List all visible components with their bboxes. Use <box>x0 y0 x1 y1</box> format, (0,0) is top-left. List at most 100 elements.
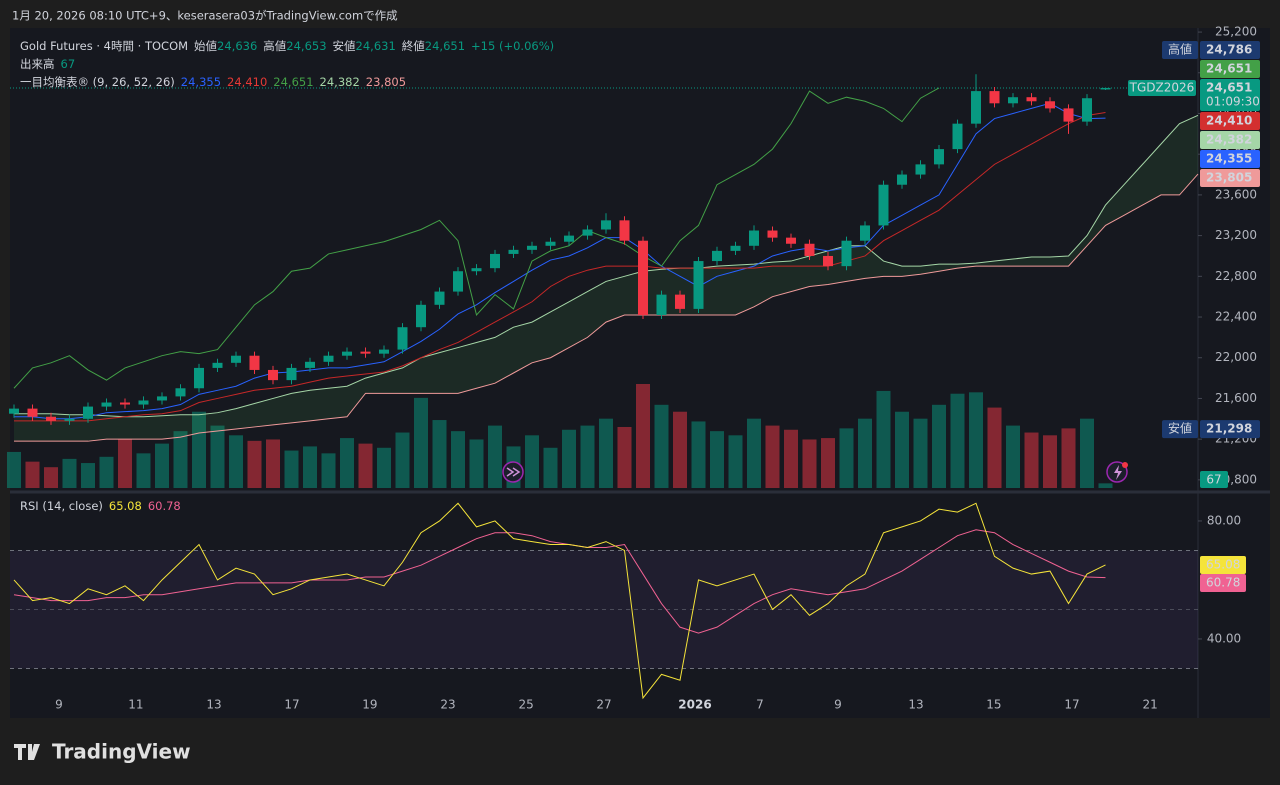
price-label: 24,410 <box>1206 113 1252 127</box>
candle-body <box>416 304 426 328</box>
rsi-label-bg <box>1200 573 1246 592</box>
ichimoku-line <box>14 102 1106 420</box>
volume-bar <box>969 392 983 488</box>
candle-body <box>804 243 815 256</box>
volume-bar <box>266 439 280 488</box>
volume-bar <box>44 467 58 488</box>
candle-body <box>878 184 889 226</box>
alert-dot <box>1122 462 1128 468</box>
candle-body <box>989 91 1000 104</box>
candle-body <box>434 291 445 305</box>
rsi-title: RSI (14, close) <box>20 499 103 513</box>
price-label: 24,382 <box>1206 132 1252 146</box>
caption: 1月 20, 2026 08:10 UTC+9、keserasera03がTra… <box>12 9 398 23</box>
x-tick-label: 13 <box>206 698 221 712</box>
price-label-bg <box>1200 130 1260 149</box>
volume-bar <box>1061 428 1076 488</box>
volume-bar <box>340 438 354 488</box>
volume-bar <box>210 425 225 488</box>
candle-body <box>638 240 648 315</box>
x-tick-label: 9 <box>834 698 842 712</box>
symbol-title: Gold Futures · 4時間 · TOCOM <box>20 39 188 53</box>
volume-bar <box>765 425 780 488</box>
x-tick-label: 17 <box>1064 698 1079 712</box>
volume-bar <box>858 418 872 488</box>
price-tag: TGDZ2026 <box>1129 80 1195 94</box>
logo-mark <box>14 744 40 760</box>
volume-bar <box>173 431 188 488</box>
candle-body <box>1063 108 1074 122</box>
ohlc-key: 終値 <box>402 39 425 53</box>
candle-body <box>231 355 241 363</box>
volume-bar <box>876 390 891 488</box>
ichimoku-value: 23,805 <box>366 75 406 89</box>
candle-body <box>730 245 741 251</box>
volume-bar <box>562 429 576 488</box>
candle-body <box>157 396 167 401</box>
volume-bar <box>192 411 206 488</box>
rsi-ma-value: 60.78 <box>148 499 181 513</box>
volume-bar <box>118 439 132 488</box>
volume-bar <box>728 435 743 488</box>
rsi-tick-label: 80.00 <box>1207 513 1241 527</box>
volume-bar <box>284 450 299 488</box>
event-icon-glyph <box>506 467 521 477</box>
rsi-tick-label: 40.00 <box>1207 631 1241 645</box>
candle-body <box>27 408 38 417</box>
ohlc-key: 始値 <box>194 39 217 53</box>
y-tick-label: 25,200 <box>1215 25 1257 39</box>
x-tick-label: 11 <box>128 698 143 712</box>
price-tag: 安値 <box>1168 421 1192 436</box>
x-tick-label: 13 <box>908 698 923 712</box>
y-tick-label: 22,000 <box>1215 350 1257 364</box>
volume-bar <box>81 463 95 488</box>
y-tick-label: 23,200 <box>1215 228 1257 242</box>
volume-bar <box>303 446 317 488</box>
y-tick-label: 22,400 <box>1215 310 1257 324</box>
rsi-line <box>13 502 1106 700</box>
volume-bar <box>802 439 817 488</box>
candle-body <box>323 355 334 362</box>
price-timer: 01:09:30 <box>1206 94 1260 108</box>
candle-body <box>268 369 278 381</box>
span-b <box>14 173 1199 442</box>
rsi-label: 60.78 <box>1206 575 1240 589</box>
price-label-bg <box>1200 40 1260 59</box>
candle-body <box>823 255 833 267</box>
volume-bar <box>358 443 373 488</box>
candle-body <box>934 149 944 165</box>
tag-bg <box>1128 79 1196 96</box>
volume-bar <box>1024 432 1039 488</box>
volume-label-bg <box>1200 471 1228 488</box>
volume-bar <box>377 447 391 488</box>
volume-bar <box>747 418 761 488</box>
candle-body <box>64 418 75 421</box>
candle-body <box>453 271 463 292</box>
candle-body <box>656 294 667 315</box>
price-label-bg <box>1200 168 1260 187</box>
candle-body <box>693 261 704 309</box>
candle-body <box>471 268 482 272</box>
ohlc-value: 24,653 <box>286 39 326 53</box>
main-layer: 20,80021,20021,60022,00022,40022,80023,2… <box>7 25 1270 700</box>
volume-bar <box>580 425 595 488</box>
candle-body <box>120 402 130 405</box>
candle-body <box>1045 101 1055 109</box>
volume-bar <box>617 426 632 488</box>
candle-body <box>508 249 519 254</box>
price-label: 24,651 <box>1206 61 1252 75</box>
price-label: 21,298 <box>1206 422 1252 436</box>
volume-bar <box>247 440 262 488</box>
candle-body <box>212 362 223 368</box>
candle-body <box>675 294 685 309</box>
candle-body <box>971 91 981 124</box>
rsi-label: 65.08 <box>1206 557 1240 571</box>
candle-body <box>360 351 371 354</box>
label-layer: Gold Futures · 4時間 · TOCOM 始値24,636 高値24,6… <box>20 39 1260 712</box>
candle-body <box>342 351 352 356</box>
volume-bar <box>1043 435 1057 488</box>
candle-body <box>897 174 907 185</box>
volume-bar <box>636 384 650 488</box>
volume-bar <box>987 407 1002 488</box>
volume-bar <box>155 443 169 488</box>
